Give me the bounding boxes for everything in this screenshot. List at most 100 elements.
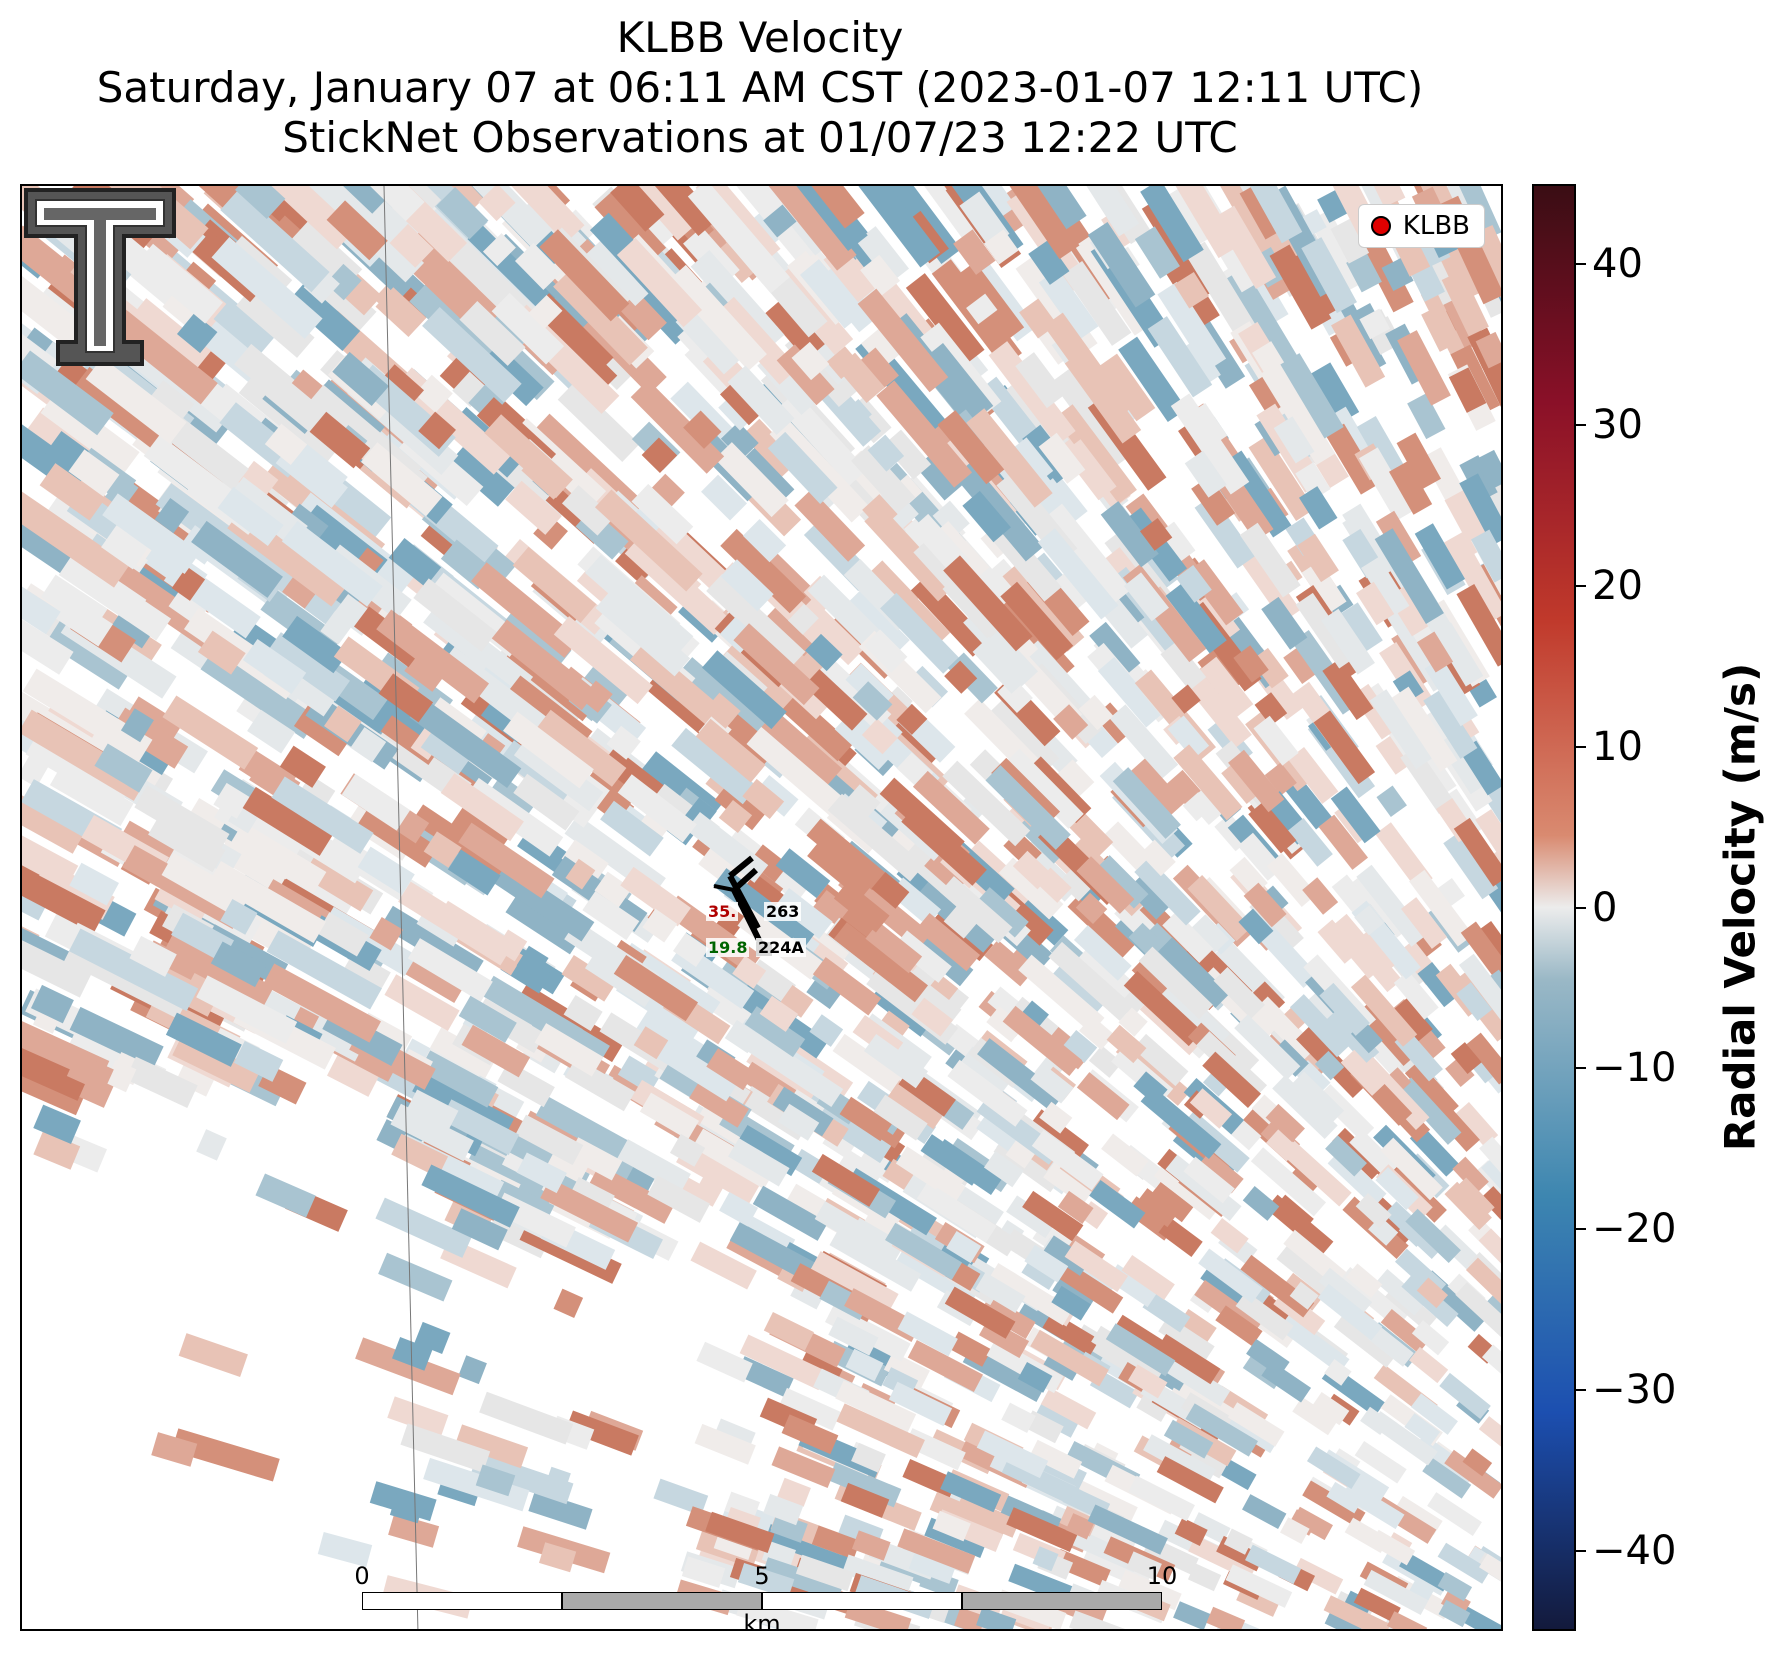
velocity-gate bbox=[695, 718, 766, 783]
velocity-gate bbox=[451, 1208, 508, 1251]
velocity-gate bbox=[833, 881, 890, 933]
velocity-gate bbox=[350, 727, 387, 763]
velocity-gates bbox=[22, 186, 1501, 1629]
velocity-gate bbox=[227, 476, 308, 547]
velocity-gate bbox=[763, 1311, 814, 1351]
velocity-gate bbox=[317, 912, 370, 957]
velocity-gate bbox=[1458, 953, 1501, 1032]
velocity-gate bbox=[887, 1080, 946, 1130]
velocity-gate bbox=[1363, 1569, 1429, 1616]
velocity-gate bbox=[428, 186, 486, 216]
velocity-gate bbox=[516, 945, 549, 978]
velocity-gate bbox=[613, 954, 699, 1022]
velocity-gate bbox=[975, 887, 1029, 938]
velocity-gate bbox=[1453, 817, 1501, 887]
velocity-gate bbox=[1437, 1542, 1491, 1584]
velocity-gate bbox=[1054, 404, 1137, 504]
colorbar-tick bbox=[1576, 1388, 1586, 1391]
velocity-gate bbox=[1202, 1051, 1262, 1108]
velocity-gate bbox=[907, 1340, 983, 1393]
velocity-gate bbox=[1472, 224, 1501, 335]
velocity-gate bbox=[236, 285, 315, 358]
radar-map[interactable]: KLBB 35. 263 19.8 224A 0 5 10 km bbox=[20, 184, 1503, 1631]
velocity-gate bbox=[767, 431, 838, 504]
velocity-gate bbox=[940, 1471, 1002, 1513]
colorbar-tick-label: 20 bbox=[1592, 562, 1643, 609]
velocity-gate bbox=[1039, 1101, 1073, 1134]
velocity-gate bbox=[719, 1192, 759, 1227]
velocity-gate bbox=[196, 1129, 227, 1161]
velocity-gate bbox=[22, 1028, 88, 1101]
velocity-gate bbox=[191, 520, 283, 598]
velocity-gate bbox=[1359, 308, 1391, 340]
velocity-gate bbox=[1481, 1344, 1501, 1374]
velocity-gate bbox=[606, 725, 641, 760]
velocity-gate bbox=[414, 374, 453, 413]
velocity-gate bbox=[242, 639, 307, 694]
velocity-gate bbox=[1319, 982, 1370, 1036]
velocity-gate bbox=[964, 840, 1036, 908]
velocity-gate bbox=[501, 606, 572, 670]
velocity-gate bbox=[829, 1227, 922, 1292]
velocity-gate bbox=[66, 1052, 114, 1093]
velocity-gate bbox=[125, 1056, 198, 1109]
velocity-gate bbox=[1346, 252, 1382, 293]
velocity-gate bbox=[1452, 1156, 1489, 1194]
velocity-gate bbox=[675, 305, 743, 375]
velocity-gate bbox=[1109, 704, 1179, 779]
velocity-gate bbox=[1251, 647, 1289, 689]
velocity-gate bbox=[1416, 631, 1454, 673]
velocity-gate bbox=[326, 1054, 380, 1097]
velocity-gate bbox=[1407, 393, 1446, 440]
velocity-gate bbox=[1191, 476, 1236, 526]
scale-label: 5 bbox=[754, 1562, 770, 1590]
velocity-gate bbox=[211, 237, 323, 339]
velocity-gate bbox=[1043, 1161, 1094, 1206]
velocity-gate bbox=[159, 412, 249, 490]
velocity-gate bbox=[1325, 1135, 1367, 1177]
velocity-gate bbox=[641, 437, 678, 473]
velocity-gate bbox=[388, 538, 442, 588]
velocity-gate bbox=[1174, 271, 1210, 309]
scale-bar: 0 5 10 km bbox=[354, 1562, 1177, 1629]
velocity-gate bbox=[233, 1040, 284, 1082]
velocity-gate bbox=[516, 1152, 567, 1194]
velocity-gate bbox=[690, 250, 785, 352]
velocity-gate bbox=[1441, 270, 1489, 337]
colorbar-tick-label: −30 bbox=[1592, 1366, 1677, 1413]
velocity-gate bbox=[359, 186, 425, 222]
velocity-gate bbox=[1128, 1475, 1195, 1522]
velocity-gate bbox=[1283, 645, 1320, 684]
velocity-gate bbox=[1174, 1517, 1208, 1546]
velocity-gate bbox=[727, 365, 795, 435]
velocity-gate bbox=[1062, 186, 1140, 237]
velocity-gate bbox=[876, 380, 973, 488]
colorbar-tick-label: 30 bbox=[1592, 402, 1643, 449]
velocity-gate bbox=[1214, 205, 1277, 290]
velocity-gate bbox=[1213, 967, 1265, 1019]
velocity-gate bbox=[1289, 1281, 1319, 1310]
velocity-gate bbox=[1410, 1393, 1458, 1435]
velocity-gate bbox=[1062, 439, 1117, 501]
velocity-gate bbox=[1184, 450, 1227, 498]
velocity-gate bbox=[1354, 1441, 1407, 1484]
velocity-gate bbox=[475, 1464, 516, 1497]
velocity-gate bbox=[701, 650, 787, 730]
velocity-gate bbox=[746, 1032, 844, 1108]
velocity-gate bbox=[1248, 801, 1297, 854]
velocity-gate bbox=[1048, 963, 1106, 1018]
velocity-gate bbox=[1480, 1186, 1501, 1227]
velocity-gate bbox=[1248, 435, 1315, 522]
velocity-gate bbox=[1183, 1156, 1235, 1204]
velocity-gate bbox=[757, 186, 857, 271]
velocity-gate bbox=[129, 935, 177, 977]
velocity-gate bbox=[1388, 461, 1433, 515]
velocity-gate bbox=[1064, 350, 1142, 444]
map-legend: KLBB bbox=[1357, 204, 1485, 248]
velocity-gate bbox=[1294, 1059, 1331, 1097]
velocity-gate bbox=[557, 381, 640, 462]
velocity-gate bbox=[1321, 608, 1375, 675]
velocity-gate bbox=[1157, 281, 1227, 372]
velocity-gate bbox=[1078, 694, 1114, 731]
velocity-gate bbox=[534, 1023, 604, 1077]
